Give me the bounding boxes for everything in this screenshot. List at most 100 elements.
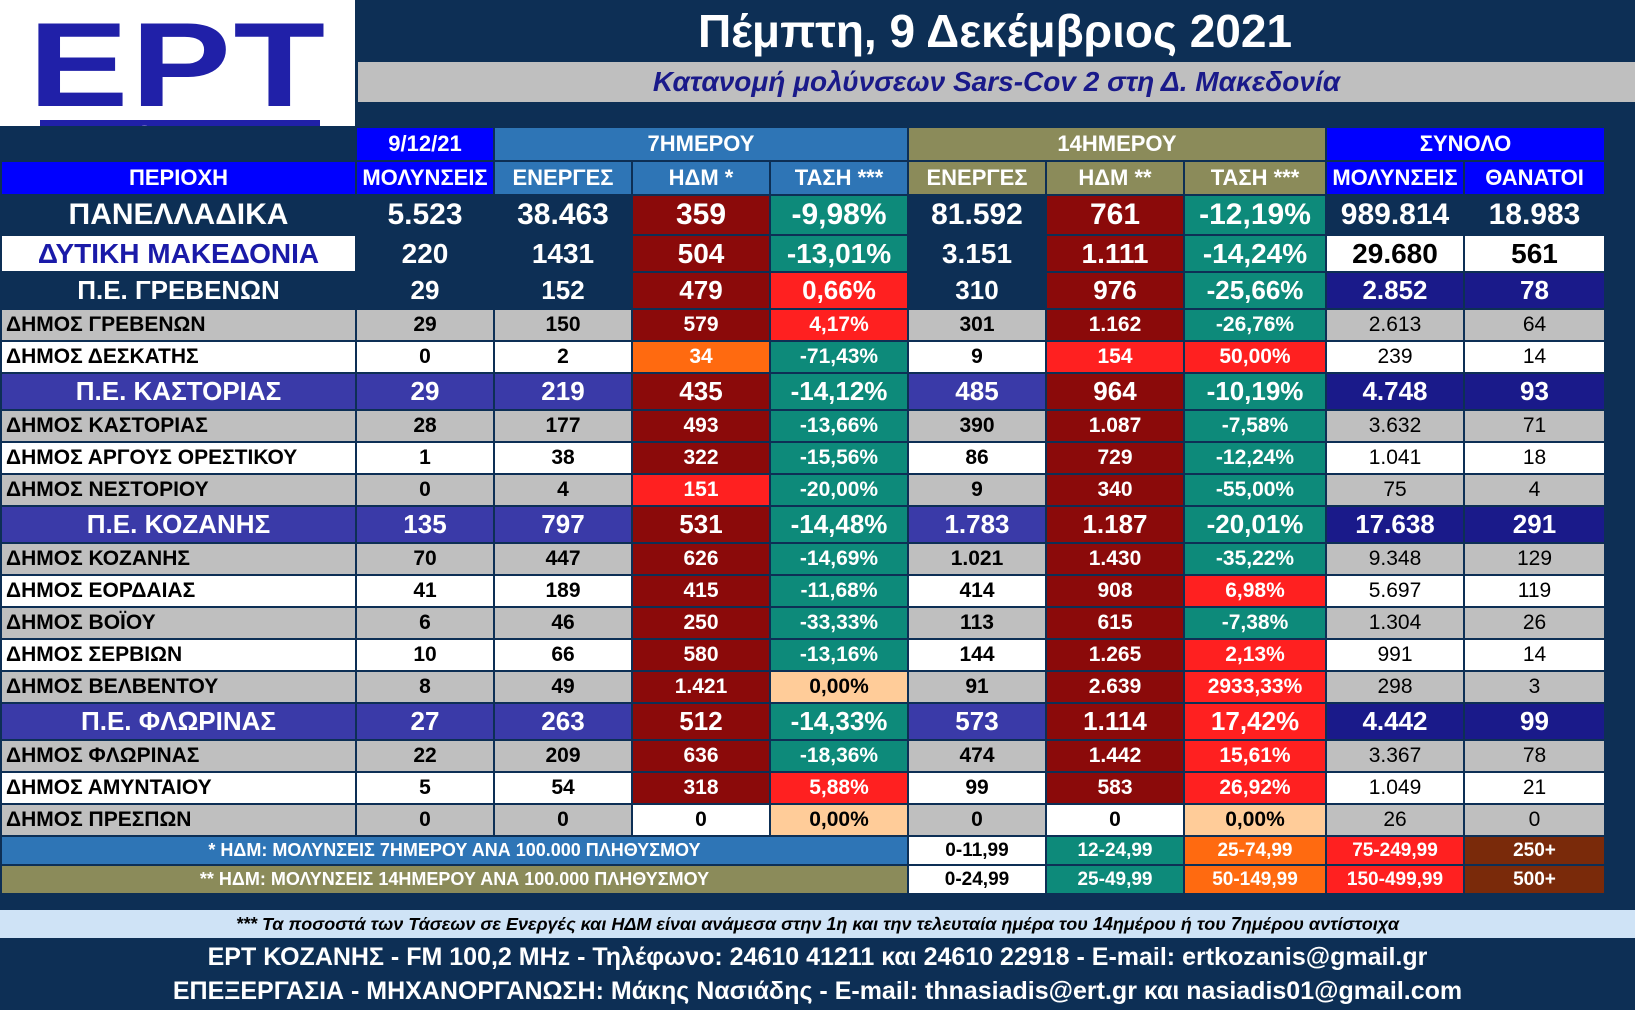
trend14-cell: -12,24% [1183, 441, 1327, 475]
active14-cell: 485 [907, 372, 1047, 411]
deaths-cell: 3 [1463, 670, 1606, 704]
legend-range-cell: 75-249,99 [1325, 835, 1465, 866]
deaths-cell: 99 [1463, 702, 1606, 741]
legend-range-cell: 25-74,99 [1183, 835, 1327, 866]
active7-cell: 152 [493, 271, 633, 310]
table-row: ΠΑΝΕΛΛΑΔΙΚΑ 5.523 38.463 359 -9,98% 81.592 761… [0, 194, 1606, 236]
hdm14-cell: 908 [1045, 574, 1185, 608]
active7-cell: 38.463 [493, 194, 633, 236]
table-row: ΔΗΜΟΣ ΚΑΣΤΟΡΙΑΣ 28 177 493 -13,66% 390 1.087 -7… [0, 409, 1606, 443]
hdm14-cell: 1.114 [1045, 702, 1185, 741]
total-cases-cell: 9.348 [1325, 542, 1465, 576]
trend7-cell: -9,98% [769, 194, 909, 236]
total-cases-cell: 1.049 [1325, 771, 1465, 805]
legend-range-cell: 150-499,99 [1325, 864, 1465, 895]
table-row: ΔΗΜΟΣ ΕΟΡΔΑΙΑΣ 41 189 415 -11,68% 414 908 6,98%… [0, 574, 1606, 608]
cases-cell: 0 [355, 803, 495, 837]
trend14-cell: -25,66% [1183, 271, 1327, 310]
hdm14-cell: 964 [1045, 372, 1185, 411]
area-name-cell: ΔΗΜΟΣ ΠΡΕΣΠΩΝ [0, 803, 357, 837]
hdm14-cell: 340 [1045, 473, 1185, 507]
total-cases-cell: 29.680 [1325, 234, 1465, 273]
active7-cell: 150 [493, 308, 633, 342]
active7-cell: 38 [493, 441, 633, 475]
table-row: ΔΥΤΙΚΗ ΜΑΚΕΔΟΝΙΑ 220 1431 504 -13,01% 3.151 1.… [0, 234, 1606, 273]
trend14-cell: 2,13% [1183, 638, 1327, 672]
hdm7-cell: 435 [631, 372, 771, 411]
hdm7-cell: 479 [631, 271, 771, 310]
total-cases-cell: 17.638 [1325, 505, 1465, 544]
active14-cell: 99 [907, 771, 1047, 805]
column-header-trend7: ΤΑΣΗ *** [769, 160, 909, 196]
area-name-cell: Π.Ε. ΓΡΕΒΕΝΩΝ [0, 271, 357, 310]
trend7-cell: -11,68% [769, 574, 909, 608]
cases-cell: 10 [355, 638, 495, 672]
trend14-cell: 26,92% [1183, 771, 1327, 805]
hdm7-cell: 531 [631, 505, 771, 544]
active7-cell: 177 [493, 409, 633, 443]
active14-cell: 9 [907, 473, 1047, 507]
total-cases-cell: 3.632 [1325, 409, 1465, 443]
trend7-cell: 0,66% [769, 271, 909, 310]
table-row: Π.Ε. ΚΑΣΤΟΡΙΑΣ 29 219 435 -14,12% 485 964 -10,1… [0, 372, 1606, 411]
total-cases-cell: 4.748 [1325, 372, 1465, 411]
cases-cell: 22 [355, 739, 495, 773]
table-row: ΔΗΜΟΣ ΑΡΓΟΥΣ ΟΡΕΣΤΙΚΟΥ 1 38 322 -15,56% 86 729… [0, 441, 1606, 475]
cases-cell: 29 [355, 308, 495, 342]
cases-cell: 29 [355, 271, 495, 310]
covid-table: 9/12/21 7ΗΜΕΡΟΥ 14ΗΜΕΡΟΥ ΣΥΝΟΛΟ ΠΕΡΙΟΧΗ … [0, 126, 1606, 895]
trend14-cell: 2933,33% [1183, 670, 1327, 704]
active7-cell: 447 [493, 542, 633, 576]
deaths-cell: 21 [1463, 771, 1606, 805]
area-name-cell: ΔΗΜΟΣ ΒΕΛΒΕΝΤΟΥ [0, 670, 357, 704]
active14-cell: 310 [907, 271, 1047, 310]
legend-row-14day: ** ΗΔΜ: ΜΟΛΥΝΣΕΙΣ 14ΗΜΕΡΟΥ ΑΝΑ 100.000 Π… [0, 864, 1606, 895]
hdm7-cell: 1.421 [631, 670, 771, 704]
deaths-cell: 4 [1463, 473, 1606, 507]
deaths-cell: 18.983 [1463, 194, 1606, 236]
trend7-cell: -71,43% [769, 340, 909, 374]
trend7-cell: 4,17% [769, 308, 909, 342]
table-row: ΔΗΜΟΣ ΠΡΕΣΠΩΝ 0 0 0 0,00% 0 0 0,00% 26 0 [0, 803, 1606, 837]
trend7-cell: 0,00% [769, 670, 909, 704]
column-header-active7: ΕΝΕΡΓΕΣ [493, 160, 633, 196]
deaths-cell: 64 [1463, 308, 1606, 342]
active7-cell: 54 [493, 771, 633, 805]
page-title: Πέμπτη, 9 Δεκέμβριος 2021 [697, 5, 1293, 57]
trend14-cell: -14,24% [1183, 234, 1327, 273]
area-name-cell: ΔΗΜΟΣ ΦΛΩΡΙΝΑΣ [0, 739, 357, 773]
total-cases-cell: 2.613 [1325, 308, 1465, 342]
legend-range-cell: 50-149,99 [1183, 864, 1327, 895]
table-row: ΔΗΜΟΣ ΑΜΥΝΤΑΙΟΥ 5 54 318 5,88% 99 583 26,92% 1.0… [0, 771, 1606, 805]
deaths-cell: 26 [1463, 606, 1606, 640]
hdm7-cell: 493 [631, 409, 771, 443]
trend14-cell: -12,19% [1183, 194, 1327, 236]
active7-cell: 2 [493, 340, 633, 374]
cases-cell: 28 [355, 409, 495, 443]
hdm14-cell: 154 [1045, 340, 1185, 374]
total-cases-cell: 5.697 [1325, 574, 1465, 608]
table-row: Π.Ε. ΦΛΩΡΙΝΑΣ 27 263 512 -14,33% 573 1.114 17,4… [0, 702, 1606, 741]
table-row: ΔΗΜΟΣ ΣΕΡΒΙΩΝ 10 66 580 -13,16% 144 1.265 2,13%… [0, 638, 1606, 672]
area-name-cell: ΔΗΜΟΣ ΒΟΪΟΥ [0, 606, 357, 640]
cases-cell: 5 [355, 771, 495, 805]
column-header-cases: ΜΟΛΥΝΣΕΙΣ [355, 160, 495, 196]
area-name-cell: ΔΗΜΟΣ ΚΑΣΤΟΡΙΑΣ [0, 409, 357, 443]
total-cases-cell: 1.304 [1325, 606, 1465, 640]
trend14-cell: -20,01% [1183, 505, 1327, 544]
cases-cell: 0 [355, 340, 495, 374]
trend14-cell: 6,98% [1183, 574, 1327, 608]
table-row: ΔΗΜΟΣ ΚΟΖΑΝΗΣ 70 447 626 -14,69% 1.021 1.430 -3… [0, 542, 1606, 576]
cases-cell: 1 [355, 441, 495, 475]
legend-range-cell: 12-24,99 [1045, 835, 1185, 866]
deaths-cell: 291 [1463, 505, 1606, 544]
active14-cell: 0 [907, 803, 1047, 837]
column-header-total-cases: ΜΟΛΥΝΣΕΙΣ [1325, 160, 1465, 196]
total-cases-cell: 239 [1325, 340, 1465, 374]
footer-contact: ΕΡΤ ΚΟΖΑΝΗΣ - FM 100,2 MHz - Τηλέφωνο: 2… [207, 943, 1428, 971]
area-name-cell: ΔΗΜΟΣ ΣΕΡΒΙΩΝ [0, 638, 357, 672]
trend7-cell: -20,00% [769, 473, 909, 507]
hdm7-cell: 580 [631, 638, 771, 672]
legend-range-cell: 0-11,99 [907, 835, 1047, 866]
